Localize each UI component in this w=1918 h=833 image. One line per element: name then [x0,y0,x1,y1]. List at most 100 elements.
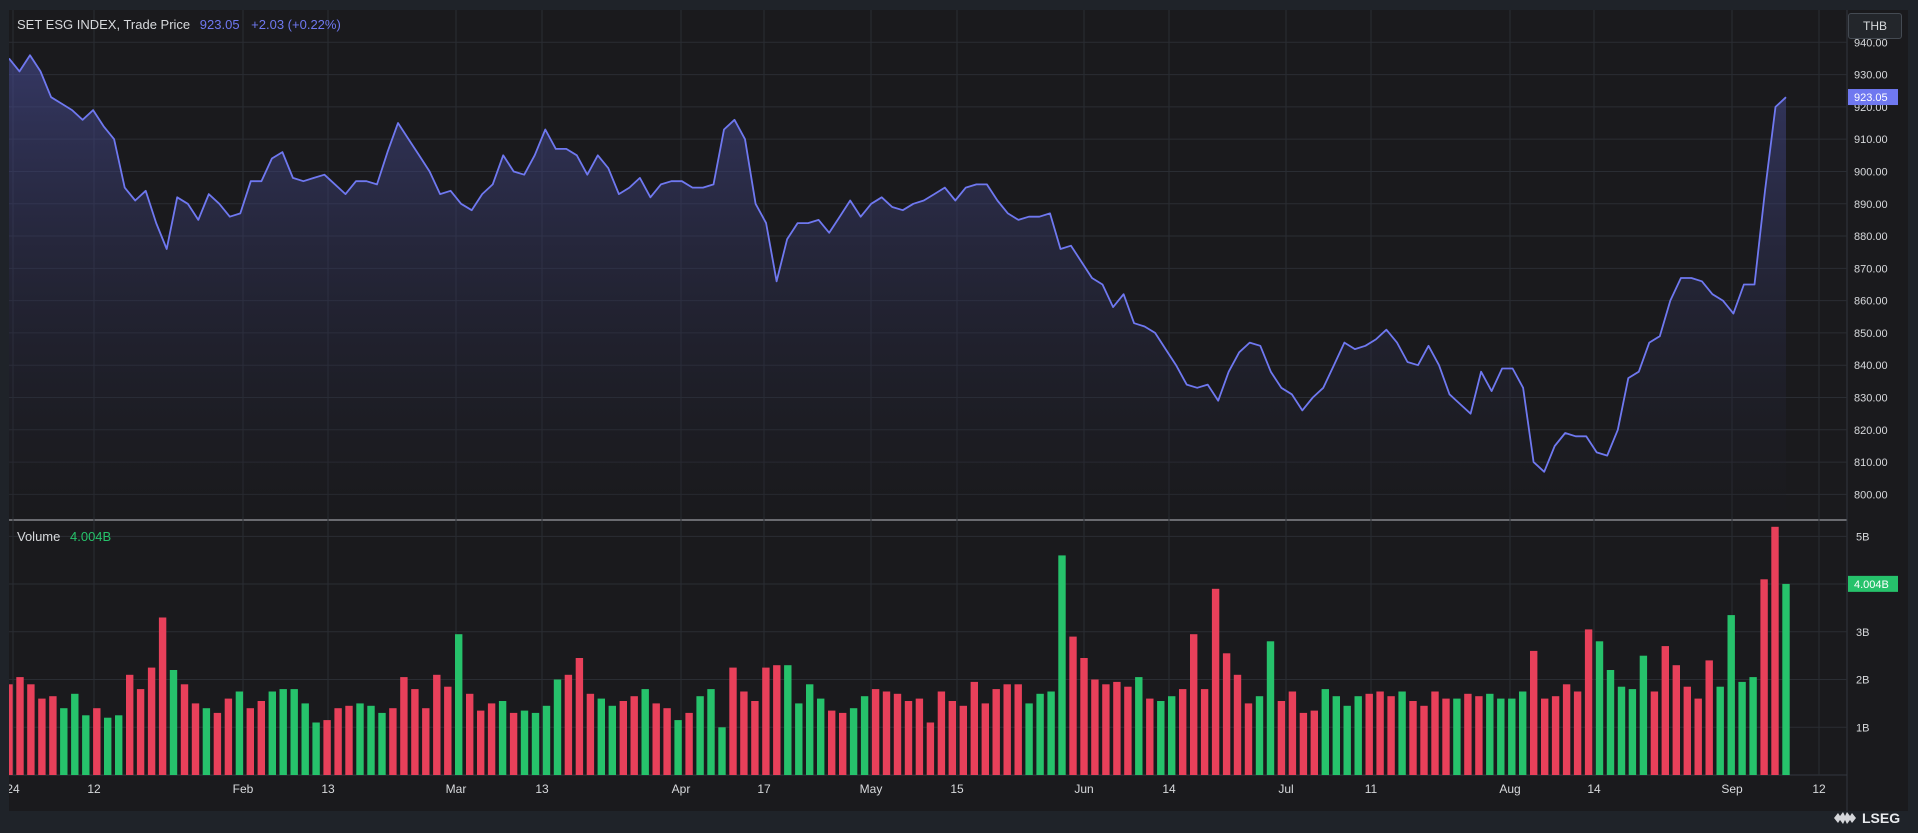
last-price-badge-label: 923.05 [1854,92,1888,104]
x-tick-label: Apr [672,782,691,796]
volume-bar [477,710,485,775]
volume-bar [1617,686,1626,775]
volume-bar [1551,696,1560,775]
price-tick-label: 830.00 [1854,393,1888,405]
volume-bar [1124,686,1132,775]
volume-bar [608,705,616,775]
volume-bar [992,689,1000,775]
volume-bar [1464,693,1472,775]
price-tick-label: 810.00 [1854,457,1888,469]
volume-bar [498,701,507,775]
price-tick-label: 800.00 [1854,489,1888,501]
volume-bar [619,701,627,775]
volume-bar [1179,689,1187,775]
volume-bar [202,708,211,775]
volume-bar [1716,686,1724,775]
volume-bar [1486,693,1494,775]
volume-tick-label: 5B [1856,531,1869,543]
volume-bar [169,670,178,775]
volume-bar [531,712,540,775]
volume-bar [718,727,726,775]
volume-bar [1683,686,1691,775]
chart-area: 800.00 810.00 820.00 830.00 840.00 850.00 860.… [9,10,1908,811]
volume-bar [1288,691,1297,775]
volume-bar [839,712,847,775]
volume-bar [1530,650,1538,775]
volume-bar [1694,698,1702,775]
volume-bar [1661,646,1669,775]
volume-bar [1376,691,1384,775]
volume-bar [136,689,145,775]
volume-bar [312,722,320,775]
currency-selector-button[interactable]: THB [1848,13,1902,39]
volume-bar [1102,684,1110,775]
volume-legend: Volume 4.004B [17,529,111,544]
volume-bar [586,693,595,775]
price-area-fill [9,55,1786,517]
x-tick-label: Mar [446,782,467,796]
volume-bar [1541,698,1549,775]
x-tick-label: 12 [87,782,101,796]
volume-bar [1233,674,1242,775]
volume-bar [246,708,254,775]
x-tick-label: Sep [1721,782,1743,796]
currency-label: THB [1863,19,1887,33]
volume-bar [356,703,364,775]
volume-bar [1157,701,1165,775]
volume-bar [542,705,551,775]
volume-bar [1146,698,1154,775]
volume-bar [1025,703,1033,775]
price-tick-label: 930.00 [1854,70,1888,82]
volume-bar [422,708,430,775]
price-line [9,54,1787,473]
volume-bar [433,674,441,775]
volume-bar [509,712,518,775]
volume-bar [751,701,759,775]
volume-bar [685,712,693,775]
price-tick-label: 860.00 [1854,296,1888,308]
x-tick-label: Feb [233,782,254,796]
volume-bar [740,691,748,775]
volume-bar [1222,653,1231,775]
price-tick-label: 900.00 [1854,166,1888,178]
volume-bar [1190,634,1198,775]
volume-bar [345,705,353,775]
volume-bar [1255,696,1264,775]
volume-bar [1113,681,1121,775]
volume-bar [115,715,123,775]
volume-bar [1321,689,1329,775]
volume-bar [104,717,112,775]
volume-bar [904,701,913,775]
volume-bar [147,667,156,775]
volume-bar [1409,701,1417,775]
brand-name: LSEG [1862,810,1901,826]
volume-bar [400,677,408,775]
volume-bar [224,698,233,775]
volume-bar [180,684,189,775]
volume-bar [849,708,858,775]
volume-bar [762,667,770,775]
volume-bar [1365,693,1373,775]
volume-bar [893,693,902,775]
volume-bar [1080,658,1088,775]
volume-bar [553,679,562,775]
volume-bar [795,703,803,775]
volume-bar [16,677,24,775]
lseg-logo-icon [1834,812,1856,824]
volume-bar [1628,689,1637,775]
volume-bar [1047,691,1055,775]
volume-bars [9,526,1790,775]
volume-bar [1475,696,1483,775]
x-tick-label: 15 [950,782,964,796]
volume-bar [981,703,989,775]
volume-bar [806,684,814,775]
volume-bar [378,712,386,775]
volume-bar [1354,696,1362,775]
volume-bar [301,703,309,775]
volume-bar [1595,641,1604,775]
volume-bar [323,720,331,775]
volume-bar [71,693,79,775]
x-tick-label: 14 [1587,782,1601,796]
volume-bar [1431,691,1439,775]
volume-bar [82,715,90,775]
